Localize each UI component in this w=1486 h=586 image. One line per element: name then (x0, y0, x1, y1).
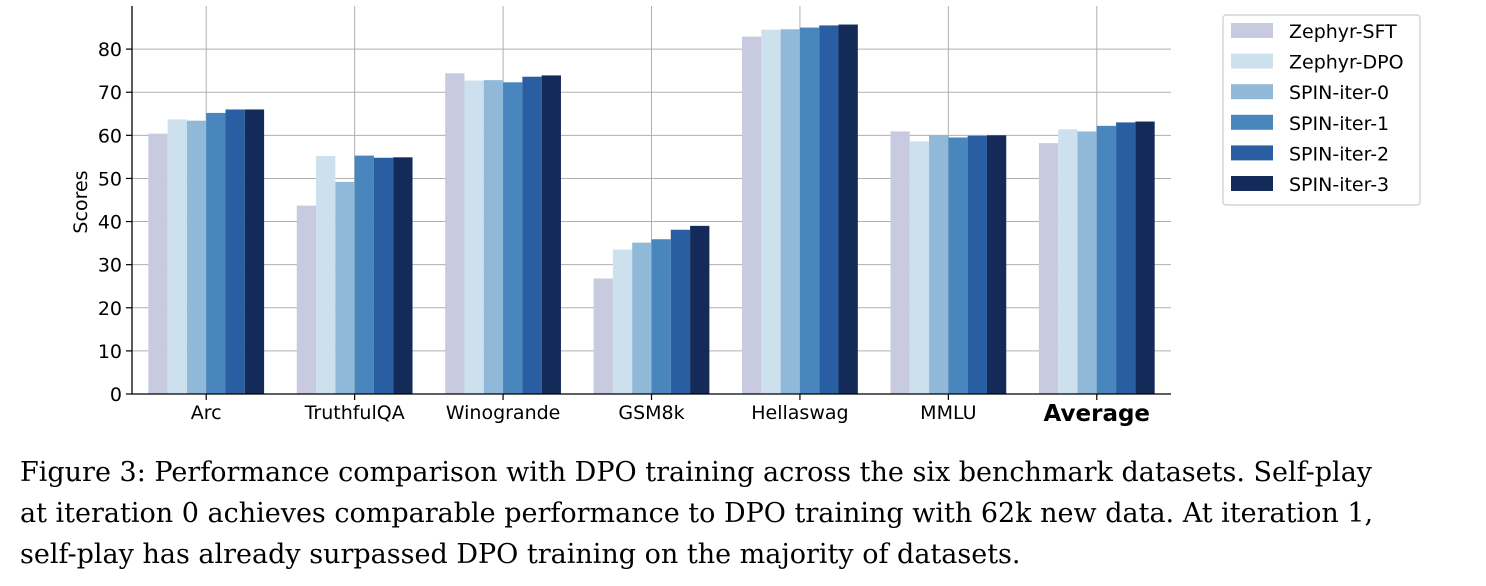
x-tick-label: Hellaswag (751, 402, 848, 424)
bar (373, 157, 394, 394)
legend-label: Zephyr-DPO (1289, 52, 1404, 74)
legend-swatch (1231, 53, 1273, 69)
bar (522, 76, 542, 395)
bar (483, 80, 504, 394)
legend-label: SPIN-iter-0 (1289, 82, 1389, 104)
bars (148, 24, 1155, 395)
x-tick-label: MMLU (920, 402, 976, 424)
bar (167, 119, 187, 394)
bar (612, 249, 633, 394)
legend: Zephyr-SFT Zephyr-DPO SPIN-iter-0 SPIN-iter… (1222, 14, 1421, 206)
bar (593, 278, 613, 394)
x-tick-label: Arc (191, 402, 222, 424)
bar (354, 155, 374, 394)
bar (1135, 121, 1155, 394)
bar (690, 225, 710, 394)
caption-line: at iteration 0 achieves comparable perfo… (20, 498, 1374, 529)
bar (799, 27, 820, 395)
bar (335, 181, 355, 394)
legend-swatch (1231, 176, 1273, 191)
bar (1058, 129, 1078, 394)
bar (890, 131, 910, 394)
x-tick-label: GSM8k (618, 402, 684, 424)
x-tick-label: Average (1044, 401, 1151, 427)
bar (464, 80, 484, 395)
y-axis-label: Scores (70, 170, 92, 233)
bar (316, 156, 336, 394)
axes (126, 6, 1171, 400)
y-tick-label: 80 (98, 39, 122, 61)
bar (838, 24, 858, 394)
legend-swatch (1231, 114, 1273, 130)
legend-label: SPIN-iter-2 (1289, 143, 1389, 165)
bar (541, 75, 561, 395)
legend-swatch (1231, 84, 1273, 100)
bar (948, 137, 968, 394)
y-tick-labels: 0 10 20 30 40 50 60 70 80 (98, 39, 122, 406)
bar (1038, 143, 1059, 394)
bar (296, 205, 317, 394)
bar-chart: 0 10 20 30 40 50 60 70 80 Arc TruthfulQA Winogrand… (70, 6, 1421, 427)
bar (909, 141, 930, 394)
bar (986, 135, 1007, 395)
bar (244, 109, 265, 394)
bar (780, 29, 800, 395)
y-tick-label: 10 (98, 341, 122, 363)
legend-swatch (1231, 23, 1273, 38)
legend-swatch (1231, 145, 1273, 161)
legend-label: SPIN-iter-1 (1289, 113, 1389, 135)
bar (651, 239, 671, 394)
bar (148, 133, 168, 394)
x-tick-labels: Arc TruthfulQA Winogrande GSM8k Hellaswag MML… (191, 401, 1150, 427)
bar (206, 112, 226, 394)
caption-line: self-play has already surpassed DPO trai… (20, 539, 1021, 570)
caption-line: Figure 3: Performance comparison with DP… (20, 457, 1373, 488)
bar (632, 242, 652, 394)
bar (1096, 125, 1117, 395)
bar (1077, 131, 1097, 394)
y-tick-label: 60 (98, 125, 122, 147)
bar (186, 120, 207, 395)
bar (742, 36, 762, 395)
bar (503, 82, 523, 394)
y-tick-label: 50 (98, 168, 122, 190)
bar (445, 73, 465, 395)
y-tick-label: 20 (98, 298, 122, 320)
bar (929, 134, 949, 394)
figure-caption: Figure 3: Performance comparison with DP… (20, 452, 1476, 575)
bar (819, 25, 839, 395)
legend-label: SPIN-iter-3 (1289, 174, 1389, 196)
bar (393, 157, 413, 394)
y-tick-label: 0 (110, 384, 122, 406)
bar (761, 29, 781, 394)
bar (670, 229, 691, 394)
legend-label: Zephyr-SFT (1289, 21, 1397, 43)
bar (225, 109, 245, 394)
bar (967, 135, 987, 394)
bar (1116, 122, 1136, 395)
y-tick-label: 30 (98, 255, 122, 277)
y-tick-label: 70 (98, 82, 122, 104)
x-tick-label: TruthfulQA (304, 402, 405, 424)
x-tick-label: Winogrande (446, 402, 561, 424)
y-tick-label: 40 (98, 212, 122, 234)
